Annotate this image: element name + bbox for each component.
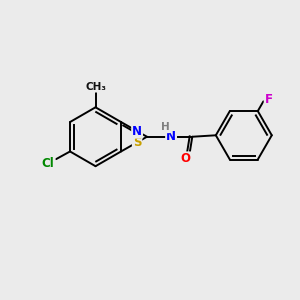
Text: CH₃: CH₃ bbox=[85, 82, 106, 92]
Text: S: S bbox=[133, 136, 141, 149]
Text: Cl: Cl bbox=[42, 157, 55, 170]
Text: H: H bbox=[161, 122, 170, 132]
Text: O: O bbox=[180, 152, 190, 165]
Text: N: N bbox=[132, 125, 142, 138]
Text: F: F bbox=[265, 93, 273, 106]
Text: N: N bbox=[166, 130, 176, 143]
